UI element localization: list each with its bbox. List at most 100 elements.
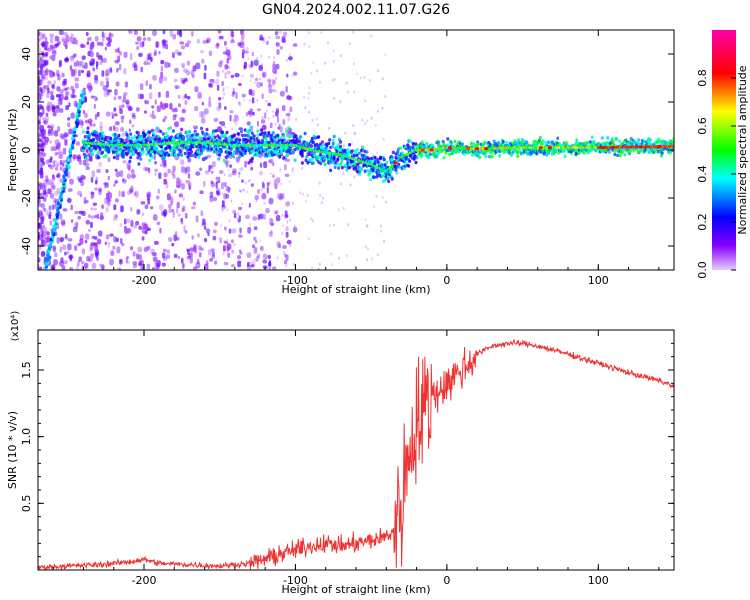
spectrogram-cell — [89, 51, 94, 58]
spectrogram-cell — [181, 108, 187, 114]
spectrogram-cell — [218, 61, 223, 68]
spectrogram-cell — [224, 41, 227, 46]
spectrogram-cell — [385, 200, 388, 204]
spectrogram-cell — [45, 257, 49, 262]
spectrogram-cell — [220, 182, 224, 190]
spectrogram-cell — [59, 178, 62, 183]
spectrogram-cell — [220, 149, 223, 154]
spectrogram-cell — [112, 155, 116, 160]
spectrogram-cell — [167, 168, 171, 174]
spectrogram-cell — [318, 262, 321, 266]
spectrogram-cell — [165, 43, 168, 50]
spectrogram-cell — [376, 109, 379, 113]
spectrogram-cell — [64, 39, 70, 44]
spectrogram-cell — [336, 162, 340, 166]
spectrogram-cell — [246, 190, 249, 194]
spectrogram-cell — [42, 107, 45, 115]
spectrogram-cell — [95, 131, 99, 135]
spectrogram-cell — [182, 263, 185, 269]
spectrogram-cell — [42, 59, 47, 67]
spectrogram-cell — [224, 106, 227, 110]
spectrogram-cell — [462, 152, 466, 156]
spectrogram-cell — [123, 68, 127, 75]
spectrogram-cell — [49, 211, 52, 217]
spectrogram-cell — [243, 188, 246, 192]
spectrogram-cell — [98, 161, 102, 168]
spectrogram-cell — [57, 98, 63, 106]
spectrogram-cell — [85, 149, 89, 153]
spectrogram-cell — [234, 72, 240, 78]
spectrogram-cell — [147, 62, 151, 66]
spectrogram-cell — [275, 214, 281, 222]
spectrogram-cell — [77, 243, 81, 247]
spectrogram-cell — [266, 182, 270, 187]
spectrogram-cell — [181, 183, 185, 190]
spectrogram-cell — [272, 174, 275, 178]
spectrogram-cell — [249, 79, 252, 83]
spectrogram-cell — [185, 180, 190, 184]
spectrogram-cell — [223, 245, 226, 252]
spectrogram-cell — [163, 159, 167, 167]
spectrogram-cell — [86, 255, 91, 262]
spectrogram-cell — [137, 162, 141, 166]
spectrogram-cell — [305, 154, 309, 159]
spectrogram-cell — [133, 224, 138, 229]
spectrogram-cell — [134, 64, 138, 72]
spectrogram-cell — [209, 258, 213, 262]
spectrogram-cell — [164, 146, 168, 151]
spectrogram-cell — [107, 147, 111, 151]
spectrogram-cell — [90, 215, 95, 219]
spectrogram-cell — [47, 105, 50, 113]
spectrogram-cell — [149, 56, 153, 62]
spectrogram-cell — [243, 50, 249, 54]
spectrogram-cell — [94, 36, 99, 42]
spectrogram-cell — [247, 57, 250, 61]
spectrogram-cell — [285, 31, 288, 35]
spectrogram-cell — [75, 141, 80, 146]
spectrogram-cell — [637, 138, 641, 142]
spectrogram-cell — [140, 263, 144, 270]
spectrogram-cell — [154, 172, 157, 176]
spectrogram-cell — [38, 38, 41, 43]
spectrogram-cell — [52, 174, 56, 181]
tick-label: 0 — [443, 574, 450, 587]
spectrogram-cell — [117, 133, 121, 138]
spectrogram-cell — [65, 91, 69, 98]
spectrogram-cell — [259, 65, 263, 70]
spectrogram-cell — [55, 43, 60, 47]
spectrogram-cell — [280, 182, 283, 186]
spectrogram-cell — [64, 44, 68, 50]
spectrogram-cell — [272, 162, 275, 167]
spectrogram-cell — [154, 99, 157, 105]
spectrogram-cell — [266, 109, 268, 113]
spectrogram-cell — [123, 95, 127, 101]
spectrogram-cell — [265, 207, 270, 214]
spectrogram-cell — [248, 64, 253, 69]
spectrogram-cell — [173, 253, 178, 259]
spectrogram-cell — [135, 41, 139, 45]
spectrogram-cell — [347, 223, 350, 227]
spectrogram-cell — [52, 160, 56, 167]
spectrogram-cell — [308, 110, 311, 114]
spectrogram-cell — [289, 53, 291, 57]
spectrogram-cell — [51, 84, 55, 89]
spectrogram-cell — [106, 192, 109, 200]
spectrogram-cell — [45, 178, 50, 186]
spectrogram-cell — [348, 143, 352, 147]
spectrogram-cell — [319, 152, 323, 157]
spectrogram-cell — [47, 125, 52, 129]
spectrogram-cell — [56, 69, 60, 77]
spectrogram-cell — [105, 234, 110, 240]
spectrogram-cell — [129, 119, 132, 125]
spectrogram-cell — [291, 169, 294, 173]
spectrogram-cell — [257, 253, 261, 259]
spectrogram-cell — [207, 134, 211, 138]
spectrogram-cell — [139, 157, 143, 161]
spectrogram-cell — [261, 116, 264, 120]
spectrogram-cell — [223, 240, 226, 243]
spectrogram-cell — [84, 233, 90, 240]
spectrogram-cell — [352, 153, 356, 158]
spectrogram-cell — [67, 238, 73, 242]
spectrogram-cell — [59, 30, 64, 36]
spectrogram-cell — [115, 151, 119, 155]
